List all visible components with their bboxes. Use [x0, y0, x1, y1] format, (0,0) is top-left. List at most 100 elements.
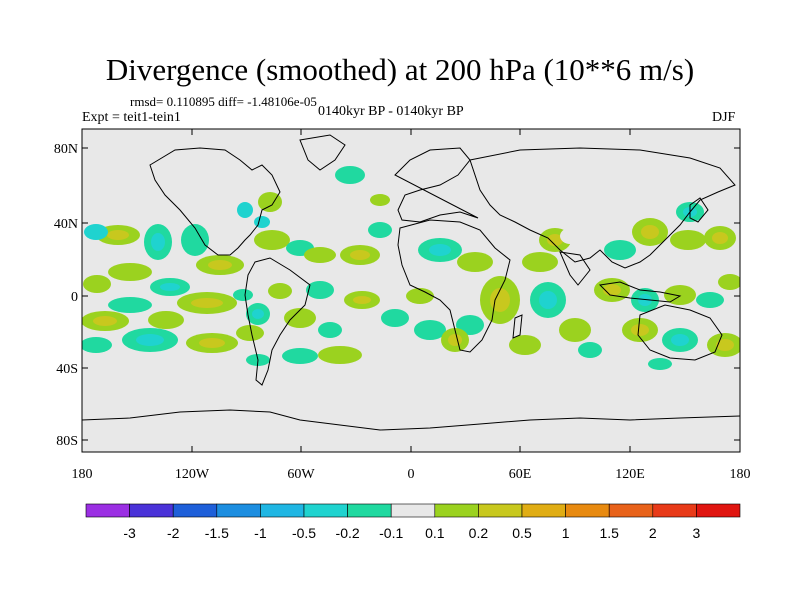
lon-tick-label: 0	[408, 467, 415, 482]
coastline-north-america	[149, 147, 281, 256]
negative-core	[136, 334, 164, 346]
positive-core	[712, 232, 728, 244]
lon-tick-label: 120W	[175, 467, 210, 482]
tick-marks	[81, 129, 741, 452]
positive-region	[718, 274, 740, 290]
lat-tick-label: 80S	[56, 434, 78, 449]
positive-region	[406, 288, 434, 304]
negative-core	[160, 283, 180, 291]
negative-region	[604, 240, 636, 260]
period-label: 0140kyr BP - 0140kyr BP	[318, 104, 464, 119]
neutral-patch	[560, 228, 580, 244]
negative-core	[671, 334, 689, 346]
negative-region	[108, 297, 152, 313]
positive-core	[199, 338, 225, 348]
colorbar-label: 1.5	[599, 525, 619, 541]
positive-region	[318, 346, 362, 364]
positive-core	[641, 225, 659, 239]
positive-core	[448, 334, 462, 346]
longitude-labels: 180 120W 60W 0 60E 120E 180	[72, 467, 751, 482]
positive-region	[670, 230, 706, 250]
colorbar-label: 1	[562, 525, 570, 541]
colorbar-swatch	[652, 503, 697, 518]
lat-tick-label: 40N	[54, 217, 78, 232]
positive-region	[83, 275, 111, 293]
colorbar: -3 -2 -1.5 -1 -0.5 -0.2 -0.1 0.1 0.2 0.5 1 1.5 2 3	[85, 503, 741, 541]
positive-region	[284, 308, 316, 328]
coastline-greenland	[299, 134, 346, 171]
colorbar-label: 3	[693, 525, 701, 541]
season-label: DJF	[712, 110, 736, 125]
positive-region	[258, 192, 282, 212]
positive-region	[236, 325, 264, 341]
positive-region	[559, 318, 591, 342]
negative-region	[181, 224, 209, 256]
negative-region	[82, 337, 112, 353]
colorbar-label: 0.2	[469, 525, 489, 541]
negative-core	[252, 309, 264, 319]
colorbar-swatch	[172, 503, 218, 518]
negative-region	[335, 166, 365, 184]
negative-region	[237, 202, 253, 218]
coastline-japan	[689, 197, 709, 223]
positive-core	[716, 339, 734, 351]
lon-tick-label: 60W	[287, 467, 315, 482]
colorbar-label: 0.1	[425, 525, 445, 541]
colorbar-swatch	[390, 503, 436, 518]
colorbar-label: -0.2	[336, 525, 360, 541]
positive-region	[148, 311, 184, 329]
negative-region	[414, 320, 446, 340]
plot-title: Divergence (smoothed) at 200 hPa (10**6 …	[105, 52, 695, 87]
lon-tick-label: 120E	[615, 467, 645, 482]
colorbar-label: -1	[254, 525, 267, 541]
lon-tick-label: 180	[730, 467, 751, 482]
colorbar-swatch	[608, 503, 654, 518]
negative-core	[151, 233, 165, 251]
colorbar-label: -2	[167, 525, 180, 541]
positive-region	[370, 194, 390, 206]
positive-core	[547, 234, 563, 246]
positive-core	[490, 288, 510, 312]
lat-tick-label: 80N	[54, 142, 78, 157]
positive-region	[509, 335, 541, 355]
colorbar-swatch	[478, 503, 523, 518]
negative-core	[539, 291, 557, 309]
colorbar-swatch	[85, 503, 130, 518]
lat-tick-label: 0	[71, 290, 78, 305]
colorbar-swatch	[260, 503, 305, 518]
negative-region	[456, 315, 484, 335]
coastline-madagascar	[512, 314, 523, 339]
latitude-labels: 80N 40N 0 40S 80S	[54, 142, 78, 449]
negative-region	[368, 222, 392, 238]
colorbar-swatch	[303, 503, 348, 518]
negative-core	[429, 244, 451, 256]
positive-region	[108, 263, 152, 281]
positive-region	[522, 252, 558, 272]
negative-region	[648, 358, 672, 370]
coastline-indonesia	[598, 281, 682, 303]
coastline-india	[559, 251, 591, 286]
colorbar-label: 0.5	[512, 525, 532, 541]
negative-region	[696, 292, 724, 308]
positive-region	[254, 230, 290, 250]
stats-label: rmsd= 0.110895 diff= -1.48106e-05	[130, 94, 317, 109]
positive-core	[107, 230, 129, 240]
colorbar-label: -0.5	[292, 525, 316, 541]
colorbar-swatch	[434, 503, 479, 518]
positive-core	[353, 296, 371, 304]
colorbar-swatch	[347, 503, 392, 518]
coastline-australia	[637, 304, 723, 361]
negative-region	[282, 348, 318, 364]
negative-region	[578, 342, 602, 358]
positive-core	[350, 250, 370, 260]
positive-region	[457, 252, 493, 272]
coastline-africa	[397, 219, 511, 353]
colorbar-swatch	[216, 503, 261, 518]
colorbar-label: -3	[123, 525, 136, 541]
colorbar-label: 2	[649, 525, 657, 541]
colorbar-label: -0.1	[379, 525, 403, 541]
lat-tick-label: 40S	[56, 362, 78, 377]
positive-core	[208, 260, 232, 270]
positive-region	[664, 285, 696, 305]
